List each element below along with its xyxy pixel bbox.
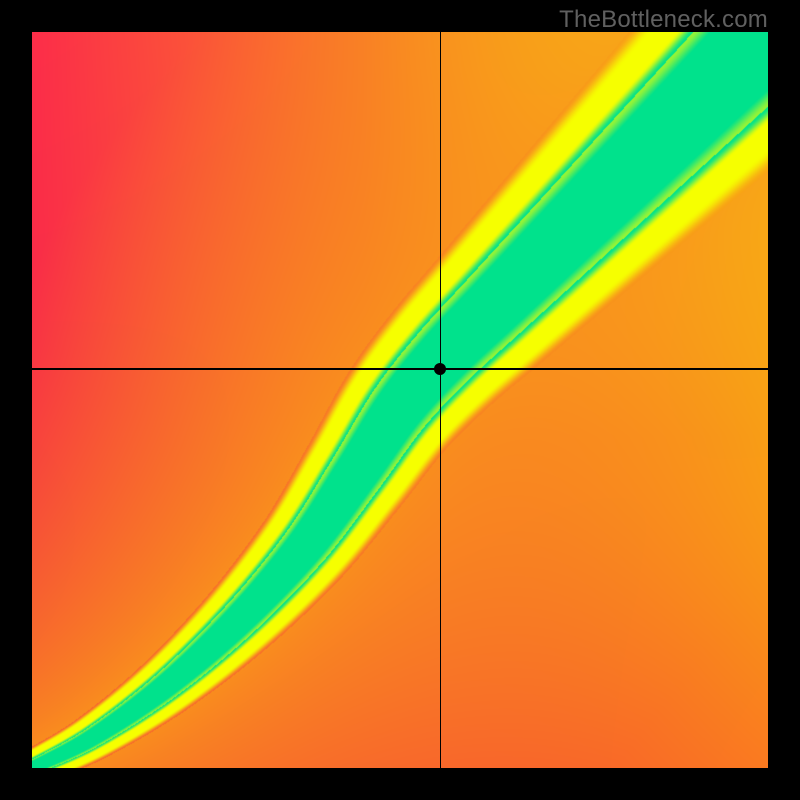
crosshair-vertical bbox=[440, 32, 442, 768]
chart-container: TheBottleneck.com bbox=[0, 0, 800, 800]
heatmap-canvas bbox=[32, 32, 768, 768]
crosshair-horizontal bbox=[32, 368, 768, 370]
plot-area bbox=[32, 32, 768, 768]
watermark-text: TheBottleneck.com bbox=[559, 6, 768, 34]
crosshair-marker-dot bbox=[434, 363, 446, 375]
